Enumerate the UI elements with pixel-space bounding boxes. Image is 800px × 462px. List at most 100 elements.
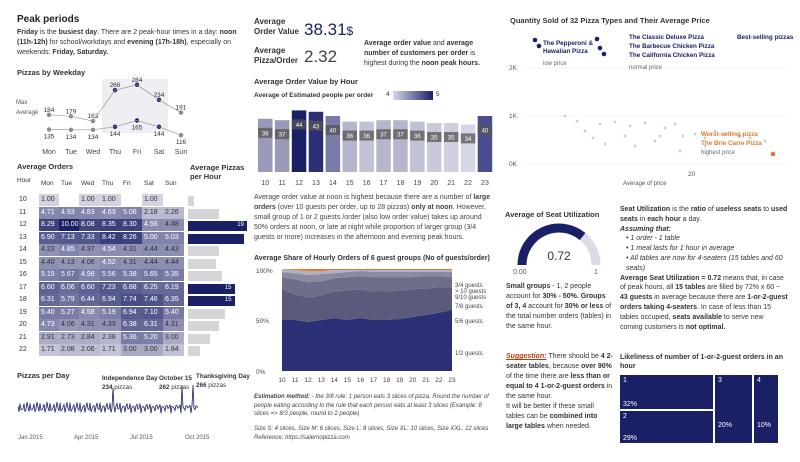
app-label: Average Pizza/Order [254,46,299,65]
table-cell: 6.94 [121,306,142,319]
share-x-label: 23 [448,377,456,384]
table-col-header: Mon [41,180,54,187]
aov-x-label: 23 [481,180,489,187]
scatter-point [703,144,707,148]
aov-bar-label: 40 [330,129,337,135]
table-cell: 3.00 [142,344,163,356]
weekday-max-label: 184 [44,107,55,114]
weekday-chart: Max Average Mon 184 135 Tue 179 134 Wed 163 134 T… [16,77,187,156]
table-cell: 6.35 [163,294,184,306]
weekday-avg-line [48,120,182,136]
weekday-axis-label: Sat [154,149,165,156]
share-legend-label: > 10 guests [455,289,486,295]
scatter-point [643,121,647,125]
share-x-label: 22 [435,377,443,384]
weekday-avg-label: 144 [154,131,165,138]
scatter-group2-label: The Barbecue Chicken Pizza [629,43,715,50]
max-series-label: Max [16,100,27,106]
table-col-header: Tue [61,180,72,187]
treemap-block-1: 1 32% [619,374,714,410]
table-cell: 2.06 [79,344,100,356]
scatter-best-label: Best-selling pizzas [737,34,794,41]
hour-label: Hour [17,177,32,184]
gauge-min: 0.00 [513,269,527,276]
aov-label-bg [342,130,357,141]
aov-x-label: 14 [329,180,337,187]
scatter-point [583,129,587,133]
scatter-point [563,114,567,118]
scatter-point [603,142,607,146]
aov-bar-label: 37 [380,133,387,139]
table-cell: 7.46 [142,294,163,306]
table-row-hour: 10 [19,196,27,203]
table-cell: 7.13 [59,231,80,244]
pizza-hour-bar [188,246,219,256]
share-area-3 [282,271,452,283]
aov-bar [258,118,273,172]
aov-label-bg [325,125,341,135]
table-cell: 8.42 [100,231,121,244]
table-cell: 2.08 [59,344,80,356]
reference: Reference: https://salernopizza.com [254,435,350,441]
scatter-worst-name: The Brie Carre Pizza [701,140,762,147]
aov-label-bg [427,132,442,142]
aov-x-label: 21 [447,180,455,187]
scatter-point [575,119,579,123]
table-cell: 5.35 [163,269,184,281]
table-cell: 5.38 [121,269,142,281]
avg-orders-table: Mon Tue Wed Thu Fri Sat Sun 10 1.00 1.00 1.00 1.00 1… [17,180,187,358]
scatter-point [653,139,657,143]
weekday-max-label: 234 [154,92,165,99]
table-row-hour: 14 [19,246,27,253]
table-cell: 5.56 [100,269,121,281]
weekday-chart-title: Pizzas by Weekday [17,68,86,77]
table-cell: 4.44 [163,256,184,269]
scatter-worst-point [770,151,776,157]
table-cell: 7.10 [142,306,163,319]
aov-desc-segment: large orders [254,194,491,211]
aov-bar-label: 36 [363,134,370,140]
treemap-block-4: 4 10% [753,374,779,444]
share-legend-label: 9/10 guests [455,295,486,301]
scatter-chart: 2K 1K 0K 20 Average of price The Pepperoni &H… [509,34,794,187]
table-cell: 5.40 [163,306,184,319]
table-row-hour: 17 [19,283,27,291]
share-x-label: 13 [318,377,326,384]
weekday-avg-label: 165 [132,125,143,132]
table-cell: 6.25 [142,281,163,294]
scatter-point [723,132,727,136]
weekday-avg-label: 144 [110,131,121,138]
share-x-label: 19 [396,377,404,384]
table-row-hour: 18 [19,296,27,303]
table-cell: 4.93 [59,206,80,219]
table-col-header: Sun [165,180,177,187]
pizza-hour-label: 19 [237,222,244,228]
aov-desc-segment: only at noon [411,204,453,211]
table-row-hour: 21 [19,333,27,341]
peak-title: Peak periods [17,14,80,25]
table-cell: 5.79 [59,294,80,306]
table-cell: 1.00 [142,194,163,206]
aov-label-bg [274,129,290,140]
table-cell: 1.84 [163,344,184,356]
weekday-avg-label: 134 [66,134,77,141]
table-cell: 2.26 [163,206,184,219]
table-row-hour: 20 [19,321,27,328]
table-cell: 5.65 [142,269,163,281]
weekday-max-label: 163 [88,113,99,120]
aov-hour-legend-label: Average of Estimated people per order [254,92,374,99]
table-cell: 4.44 [142,256,163,269]
pizzas-day-x-label: Apr 2015 [74,435,99,441]
table-cell: 4.52 [100,256,121,269]
share-y-label: 0% [256,369,266,376]
aov-label-bg [393,129,408,140]
pizza-hour-bar [188,271,223,281]
table-cell: 8.35 [100,219,121,231]
share-x-label: 20 [409,377,417,384]
seat-gauge: 0.72 0.00 1 [513,223,601,276]
table-cell: 4.31 [121,256,142,269]
table-cell: 6.90 [39,231,60,244]
aov-label-bg [359,130,374,141]
table-row-hour: 15 [19,258,27,266]
share-x-label: 17 [370,377,378,384]
